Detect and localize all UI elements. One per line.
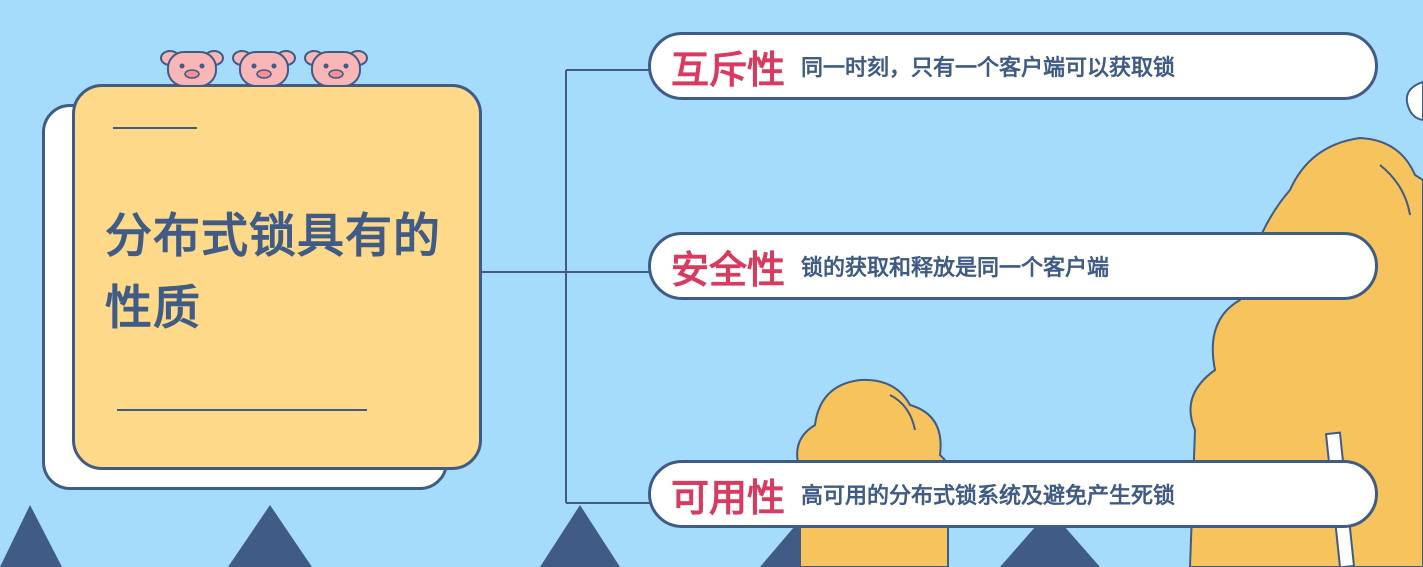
pig-icon bbox=[232, 50, 296, 86]
pig-icon bbox=[304, 50, 368, 86]
property-description: 锁的获取和释放是同一个客户端 bbox=[801, 256, 1110, 281]
property-name: 互斥性 bbox=[671, 47, 786, 92]
title-rule bbox=[117, 409, 367, 411]
mountain bbox=[1000, 510, 1100, 567]
property-box-mutual-exclusion: 互斥性 同一时刻，只有一个客户端可以获取锁 bbox=[648, 32, 1378, 100]
title-card: 分布式锁具有的性质 bbox=[72, 84, 482, 470]
mountain bbox=[540, 505, 620, 567]
big-tree-highlight bbox=[1379, 164, 1411, 216]
diagram-title: 分布式锁具有的性质 bbox=[105, 209, 441, 336]
title-rule bbox=[113, 127, 197, 129]
property-name: 可用性 bbox=[671, 475, 786, 520]
small-tree-highlight bbox=[889, 394, 916, 431]
property-name: 安全性 bbox=[671, 247, 786, 292]
cloud bbox=[1405, 80, 1423, 122]
property-description: 同一时刻，只有一个客户端可以获取锁 bbox=[801, 56, 1176, 81]
property-box-availability: 可用性 高可用的分布式锁系统及避免产生死锁 bbox=[648, 460, 1378, 528]
pig-icon bbox=[160, 50, 224, 86]
property-description: 高可用的分布式锁系统及避免产生死锁 bbox=[801, 484, 1176, 509]
property-box-safety: 安全性 锁的获取和释放是同一个客户端 bbox=[648, 232, 1378, 300]
mountain bbox=[228, 505, 312, 567]
mountain bbox=[0, 505, 62, 567]
